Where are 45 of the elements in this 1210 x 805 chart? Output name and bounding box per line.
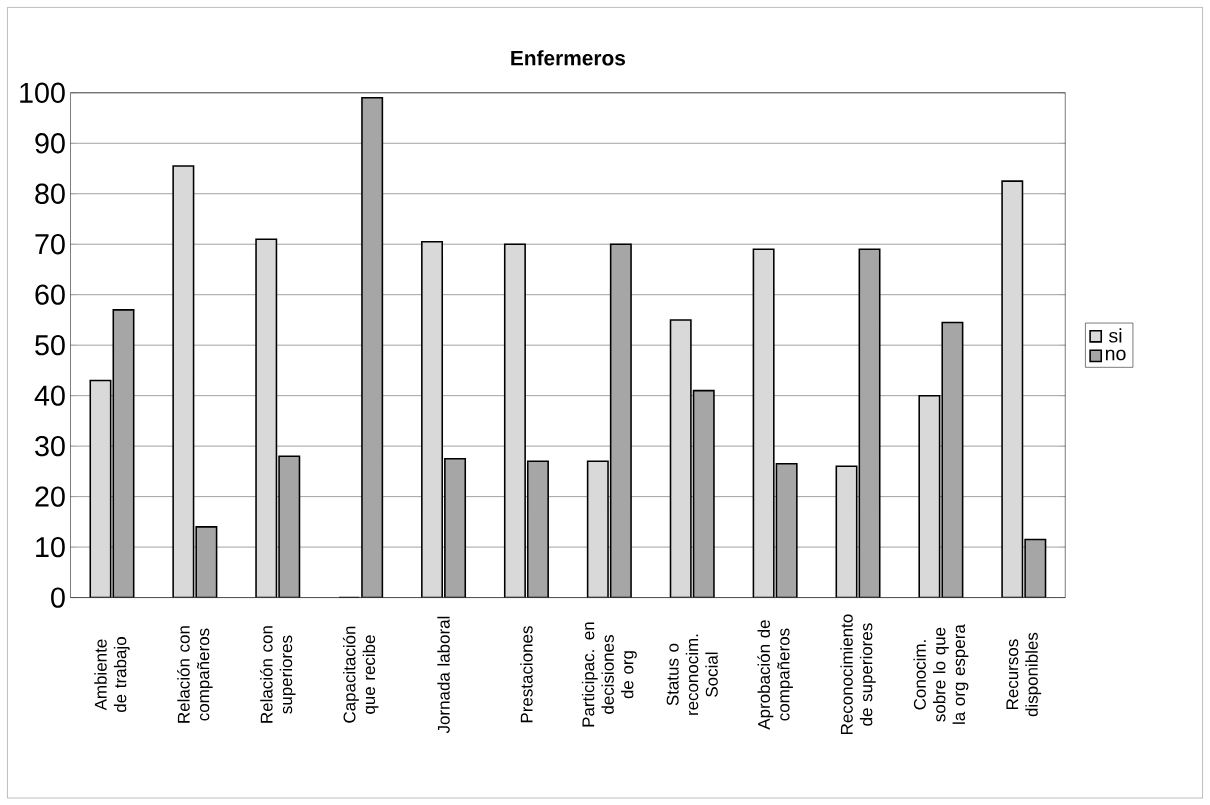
x-tick-label: Jornada laboral <box>437 616 450 734</box>
bar <box>669 318 692 598</box>
y-tick-label: 40 <box>34 385 65 406</box>
bar <box>195 525 218 598</box>
x-tick-label: Prestaciones <box>520 625 533 722</box>
bar <box>1024 538 1047 598</box>
bar <box>172 164 195 598</box>
x-tick-label: Relación con superiores <box>259 626 296 723</box>
x-tick-label: Capacitación que recibe <box>342 626 379 723</box>
y-tick-label: 70 <box>35 233 65 255</box>
y-tick-label: 0 <box>51 587 65 608</box>
y-tick-label: 80 <box>35 183 65 204</box>
bar <box>692 389 715 598</box>
x-tick-label: Aprobación de compañeros <box>757 619 793 730</box>
bar <box>752 248 775 598</box>
x-tick-label: Participac. en decisiones de org <box>581 622 637 727</box>
x-tick-label: Ambiente de trabajo <box>94 636 130 712</box>
y-tick-label: 30 <box>35 435 65 457</box>
bar <box>609 243 632 598</box>
x-tick-label: Status o reconocim. Social <box>666 634 718 715</box>
bar <box>89 379 112 598</box>
x-tick-label: Relación con compañeros <box>177 626 213 723</box>
bar <box>775 462 798 598</box>
legend-label: no <box>1105 349 1126 361</box>
y-tick-label: 20 <box>35 486 65 507</box>
bar <box>858 248 881 598</box>
y-tick-label: 60 <box>35 284 65 305</box>
x-tick-label: Recursos disponibles <box>1006 632 1042 717</box>
bar <box>586 460 609 598</box>
y-tick-label: 10 <box>36 536 65 558</box>
bar <box>278 455 301 598</box>
bar <box>1001 180 1024 598</box>
y-tick-label: 90 <box>35 132 65 154</box>
x-tick-label: Conocim. sobre lo que la org espera <box>913 623 969 724</box>
x-tick-label: Reconocimiento de superiores <box>840 614 876 734</box>
bar <box>361 96 384 598</box>
bar <box>255 238 278 598</box>
legend-label: si <box>1109 328 1122 343</box>
y-tick-label: 50 <box>35 334 65 356</box>
bar <box>112 308 135 598</box>
bar <box>918 394 941 598</box>
bar <box>941 321 964 598</box>
bar <box>835 465 858 598</box>
y-tick-label: 100 <box>20 82 65 103</box>
chart-title: Enfermeros <box>511 49 626 66</box>
